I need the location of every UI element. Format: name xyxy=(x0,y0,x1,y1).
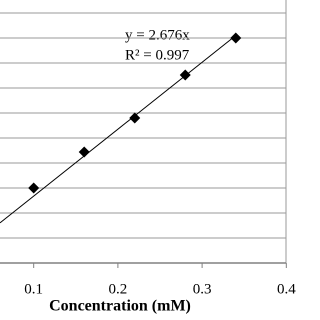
x-tick-label: 0.4 xyxy=(277,281,296,297)
trend-equation: y = 2.676x xyxy=(125,27,190,43)
x-tick-label: 0.2 xyxy=(109,281,128,297)
x-tick-label: 0.3 xyxy=(193,281,212,297)
data-point xyxy=(28,182,40,194)
data-point xyxy=(179,69,191,81)
x-tick-label: 0.1 xyxy=(24,281,43,297)
data-point xyxy=(230,32,242,44)
x-axis-label: Concentration (mM) xyxy=(49,298,191,315)
data-point xyxy=(129,112,141,124)
data-point xyxy=(78,146,90,158)
trendline xyxy=(0,35,237,224)
trend-r2: R² = 0.997 xyxy=(125,47,190,63)
